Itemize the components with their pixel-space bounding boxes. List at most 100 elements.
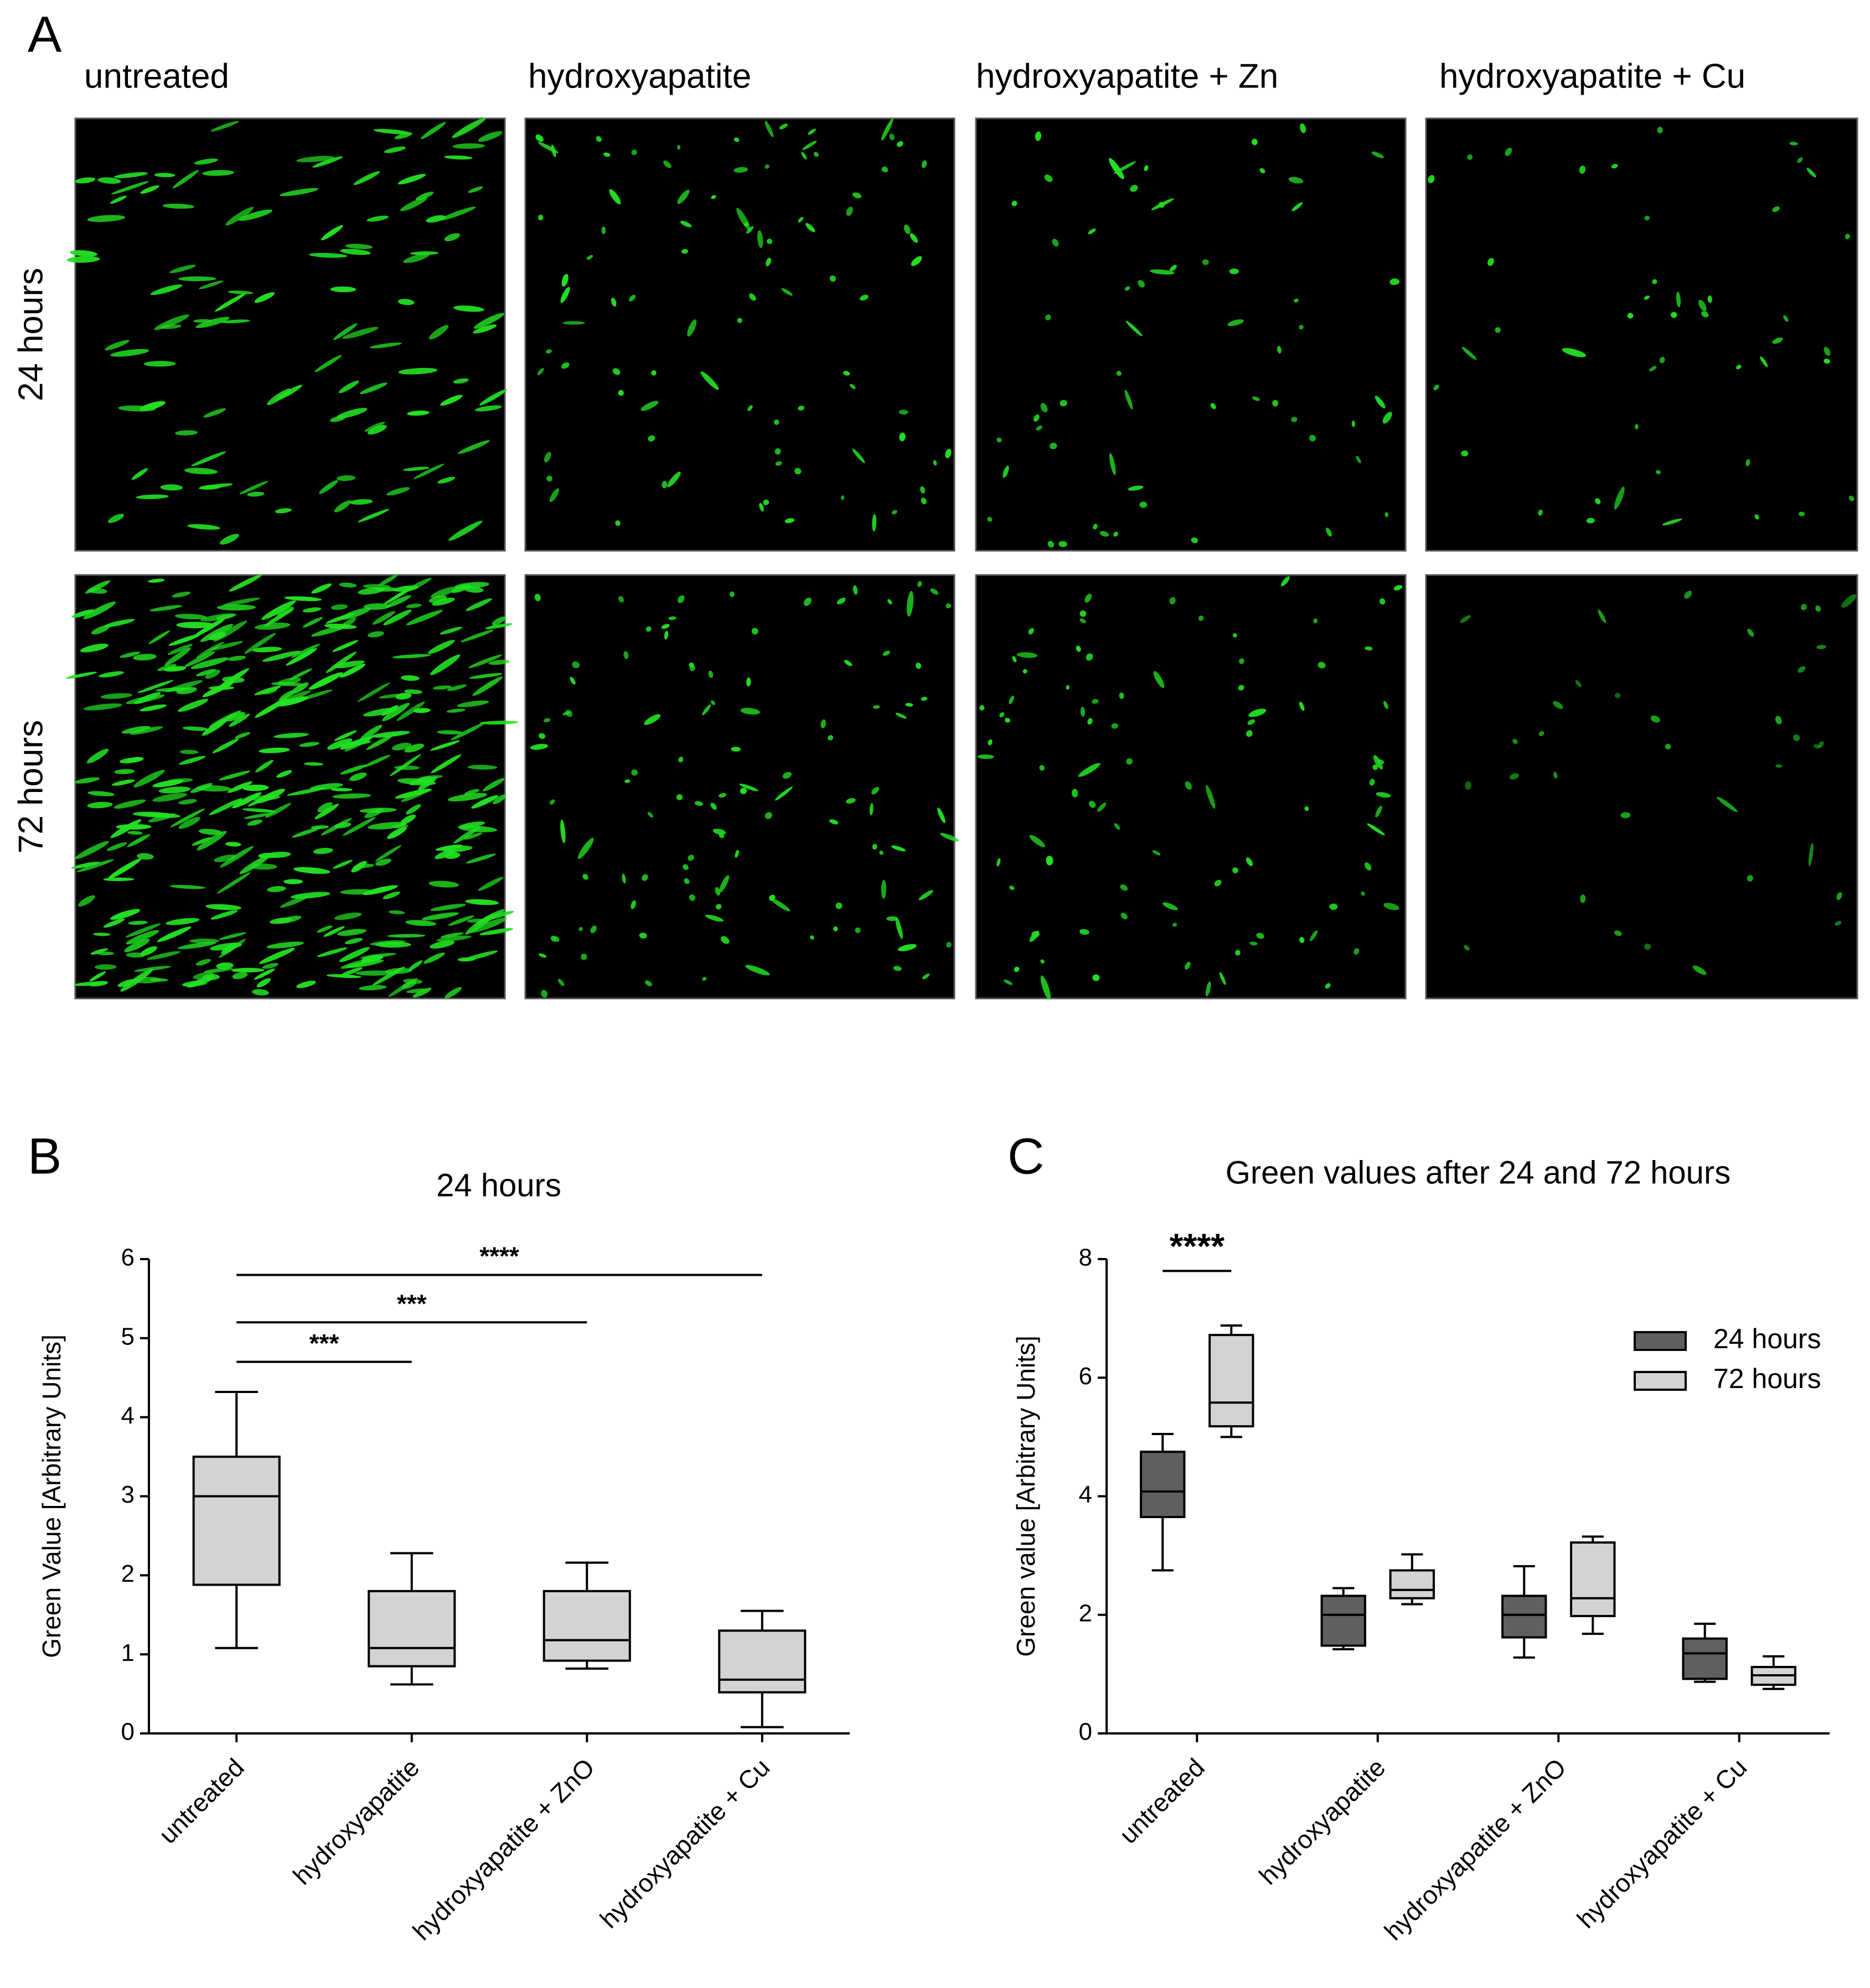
cell xyxy=(91,625,110,635)
cell xyxy=(291,644,321,658)
cell xyxy=(853,585,858,595)
cell xyxy=(1248,708,1267,717)
cell xyxy=(644,980,652,986)
cell xyxy=(560,819,566,843)
cell xyxy=(463,586,484,593)
cell xyxy=(262,688,277,695)
cell xyxy=(1760,356,1768,367)
cell xyxy=(330,788,353,791)
cell xyxy=(1139,501,1148,508)
cell xyxy=(323,926,345,937)
cell xyxy=(1109,453,1116,475)
cell xyxy=(1389,278,1400,286)
cell xyxy=(560,287,570,303)
cell xyxy=(359,985,387,991)
cell xyxy=(1783,315,1789,322)
cell xyxy=(75,841,109,860)
cell xyxy=(586,255,593,260)
cell xyxy=(1079,929,1089,935)
cell xyxy=(1045,314,1051,320)
cell xyxy=(802,141,817,151)
y-tick-label: 2 xyxy=(1079,1599,1092,1627)
cell xyxy=(440,395,463,406)
cell xyxy=(1292,202,1303,211)
cell xyxy=(97,951,115,955)
cell xyxy=(708,670,714,678)
y-tick-label: 6 xyxy=(121,1244,135,1271)
cell xyxy=(196,641,224,659)
significance-label: **** xyxy=(1169,1226,1225,1266)
cell xyxy=(1775,764,1783,768)
cell xyxy=(1351,420,1355,427)
cell xyxy=(841,495,845,500)
cell xyxy=(219,932,247,940)
cell xyxy=(836,597,846,605)
cell xyxy=(271,682,306,686)
cell xyxy=(1238,685,1244,691)
cell xyxy=(808,128,816,135)
cell xyxy=(1087,718,1093,725)
cell xyxy=(334,822,352,829)
cell xyxy=(895,712,907,719)
cell xyxy=(458,440,490,454)
cell xyxy=(680,220,692,227)
cell xyxy=(160,324,182,329)
cell xyxy=(544,452,551,463)
cell xyxy=(140,946,157,956)
cell xyxy=(640,401,659,411)
cell xyxy=(1079,618,1086,623)
y-tick-label: 5 xyxy=(121,1323,135,1350)
cell xyxy=(468,654,502,669)
cell xyxy=(252,989,269,996)
cell xyxy=(1114,823,1120,830)
cell xyxy=(447,684,467,691)
cell xyxy=(1150,269,1175,275)
cell xyxy=(452,143,485,149)
cell xyxy=(340,889,375,895)
cell xyxy=(75,177,96,184)
cell xyxy=(478,131,503,142)
cell xyxy=(86,748,109,764)
cell xyxy=(1816,645,1826,649)
cell xyxy=(846,206,853,216)
cell xyxy=(1385,512,1388,517)
cell xyxy=(451,584,471,593)
cell xyxy=(149,978,168,982)
cell xyxy=(798,216,804,222)
cell xyxy=(730,591,735,597)
cell xyxy=(1747,628,1754,637)
cell xyxy=(833,926,838,931)
cell xyxy=(190,657,229,669)
cell xyxy=(437,477,456,484)
cell xyxy=(119,758,140,764)
cell xyxy=(1692,965,1707,975)
cell xyxy=(719,793,727,798)
cell xyxy=(678,595,685,603)
cell xyxy=(83,601,116,619)
cell xyxy=(1309,434,1316,442)
cell xyxy=(596,136,602,142)
cell xyxy=(631,149,637,156)
cell xyxy=(1092,698,1099,704)
cell xyxy=(1288,177,1304,184)
cell xyxy=(1232,867,1238,873)
cell xyxy=(157,926,192,943)
cell xyxy=(369,342,402,349)
cell xyxy=(242,808,277,813)
cell xyxy=(539,733,546,739)
micrograph xyxy=(67,117,507,552)
cell xyxy=(577,837,594,859)
micrograph xyxy=(975,117,1407,552)
cell xyxy=(1806,168,1816,178)
cell xyxy=(1823,359,1830,364)
cell xyxy=(843,371,850,376)
cell xyxy=(366,735,392,750)
cell xyxy=(764,164,769,169)
cell xyxy=(302,607,322,613)
cell xyxy=(404,689,422,694)
cell xyxy=(339,582,357,588)
cell xyxy=(1356,455,1361,464)
cell xyxy=(150,284,183,295)
cell xyxy=(1372,764,1378,770)
x-tick-label: hydroxyapatite + ZnO xyxy=(407,1753,600,1946)
